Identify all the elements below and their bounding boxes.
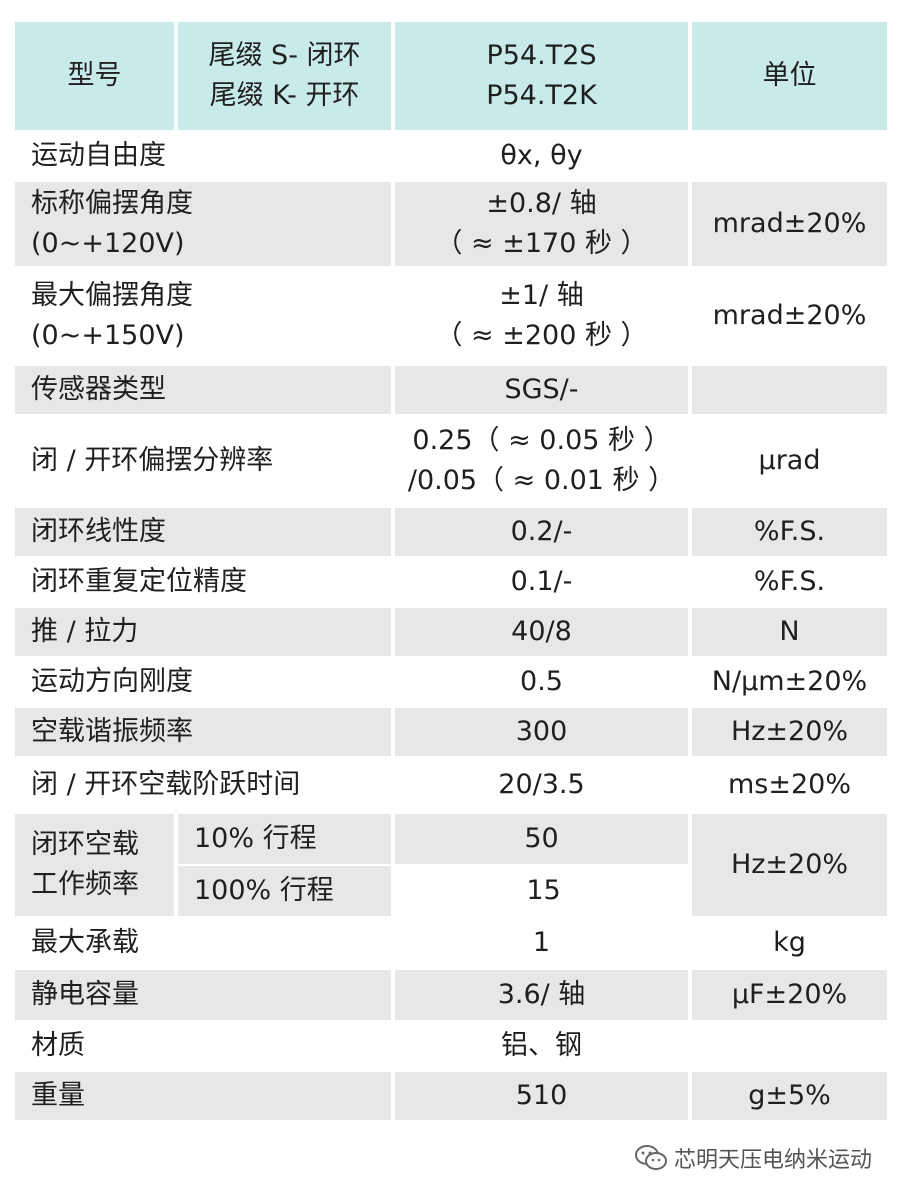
header-row: 型号 尾缀 S- 闭环 尾缀 K- 开环 P54.T2S P54.T2K 单位: [15, 22, 887, 132]
table-row: 最大承载 1 kg: [15, 918, 887, 970]
row-value: ±0.8/ 轴 （ ≈ ±170 秒 ）: [395, 182, 692, 268]
row-unit: [692, 1022, 887, 1072]
table-row: 重量 510 g±5%: [15, 1072, 887, 1122]
header-model-label: 型号: [15, 22, 178, 132]
table-row: 闭环重复定位精度 0.1/- %F.S.: [15, 558, 887, 608]
row-unit: Hz±20%: [692, 708, 887, 758]
row-value: SGS/-: [395, 366, 692, 416]
row-unit: %F.S.: [692, 508, 887, 558]
row-value: 300: [395, 708, 692, 758]
watermark-text: 芯明天压电纳米运动: [673, 1148, 872, 1173]
row-value: 铝、钢: [395, 1022, 692, 1072]
row-name: 闭环线性度: [15, 508, 395, 558]
row-unit: μF±20%: [692, 970, 887, 1022]
row-value: 1: [395, 918, 692, 970]
table-row: 最大偏摆角度 (0~+150V) ±1/ 轴 （ ≈ ±200 秒 ） mrad…: [15, 268, 887, 366]
row-unit: [692, 132, 887, 182]
row-unit: N: [692, 608, 887, 658]
row-unit: kg: [692, 918, 887, 970]
row-unit: %F.S.: [692, 558, 887, 608]
table-row: 材质 铝、钢: [15, 1022, 887, 1072]
row-unit: ms±20%: [692, 758, 887, 814]
row-name: 材质: [15, 1022, 395, 1072]
freq-group-name: 闭环空载 工作频率: [15, 814, 178, 918]
table-row: 闭环线性度 0.2/- %F.S.: [15, 508, 887, 558]
row-value: 0.1/-: [395, 558, 692, 608]
watermark: 芯明天压电纳米运动: [634, 1140, 872, 1176]
freq-sub-label-10: 10% 行程: [178, 814, 395, 866]
table-row: 闭 / 开环偏摆分辨率 0.25（ ≈ 0.05 秒 ） /0.05（ ≈ 0.…: [15, 416, 887, 508]
row-name: 重量: [15, 1072, 395, 1122]
row-unit: mrad±20%: [692, 268, 887, 366]
row-value: 0.5: [395, 658, 692, 708]
row-name: 闭 / 开环空载阶跃时间: [15, 758, 395, 814]
row-name: 标称偏摆角度 (0~+120V): [15, 182, 395, 268]
freq-row-1: 闭环空载 工作频率 10% 行程 50 Hz±20%: [15, 814, 887, 918]
freq-value-10: 50: [395, 814, 692, 866]
row-unit: [692, 366, 887, 416]
row-name: 闭 / 开环偏摆分辨率: [15, 416, 395, 508]
row-name: 传感器类型: [15, 366, 395, 416]
row-value: 0.2/-: [395, 508, 692, 558]
freq-unit: Hz±20%: [692, 814, 887, 918]
row-value: θx, θy: [395, 132, 692, 182]
table-row: 推 / 拉力 40/8 N: [15, 608, 887, 658]
row-value: 0.25（ ≈ 0.05 秒 ） /0.05（ ≈ 0.01 秒 ）: [395, 416, 692, 508]
header-unit-label: 单位: [692, 22, 887, 132]
row-value: 3.6/ 轴: [395, 970, 692, 1022]
header-suffix: 尾缀 S- 闭环 尾缀 K- 开环: [178, 22, 395, 132]
row-name: 运动方向刚度: [15, 658, 395, 708]
row-unit: mrad±20%: [692, 182, 887, 268]
table-row: 运动方向刚度 0.5 N/μm±20%: [15, 658, 887, 708]
table-row: 传感器类型 SGS/-: [15, 366, 887, 416]
row-value: ±1/ 轴 （ ≈ ±200 秒 ）: [395, 268, 692, 366]
row-value: 20/3.5: [395, 758, 692, 814]
table-row: 标称偏摆角度 (0~+120V) ±0.8/ 轴 （ ≈ ±170 秒 ） mr…: [15, 182, 887, 268]
freq-value-100: 15: [395, 866, 692, 918]
row-name: 闭环重复定位精度: [15, 558, 395, 608]
table-row: 静电容量 3.6/ 轴 μF±20%: [15, 970, 887, 1022]
row-name: 推 / 拉力: [15, 608, 395, 658]
row-name: 最大偏摆角度 (0~+150V): [15, 268, 395, 366]
spec-table: 型号 尾缀 S- 闭环 尾缀 K- 开环 P54.T2S P54.T2K 单位 …: [15, 22, 887, 1122]
row-unit: μrad: [692, 416, 887, 508]
table-row: 闭 / 开环空载阶跃时间 20/3.5 ms±20%: [15, 758, 887, 814]
wechat-icon: [634, 1145, 667, 1170]
row-unit: N/μm±20%: [692, 658, 887, 708]
row-name: 静电容量: [15, 970, 395, 1022]
freq-sub-label-100: 100% 行程: [178, 866, 395, 918]
row-value: 40/8: [395, 608, 692, 658]
freq-row-2: 100% 行程 15: [15, 866, 887, 918]
table-row: 运动自由度 θx, θy: [15, 132, 887, 182]
table-row: 空载谐振频率 300 Hz±20%: [15, 708, 887, 758]
row-unit: g±5%: [692, 1072, 887, 1122]
row-name: 空载谐振频率: [15, 708, 395, 758]
header-model-number: P54.T2S P54.T2K: [395, 22, 692, 132]
row-name: 最大承载: [15, 918, 395, 970]
row-value: 510: [395, 1072, 692, 1122]
row-name: 运动自由度: [15, 132, 395, 182]
